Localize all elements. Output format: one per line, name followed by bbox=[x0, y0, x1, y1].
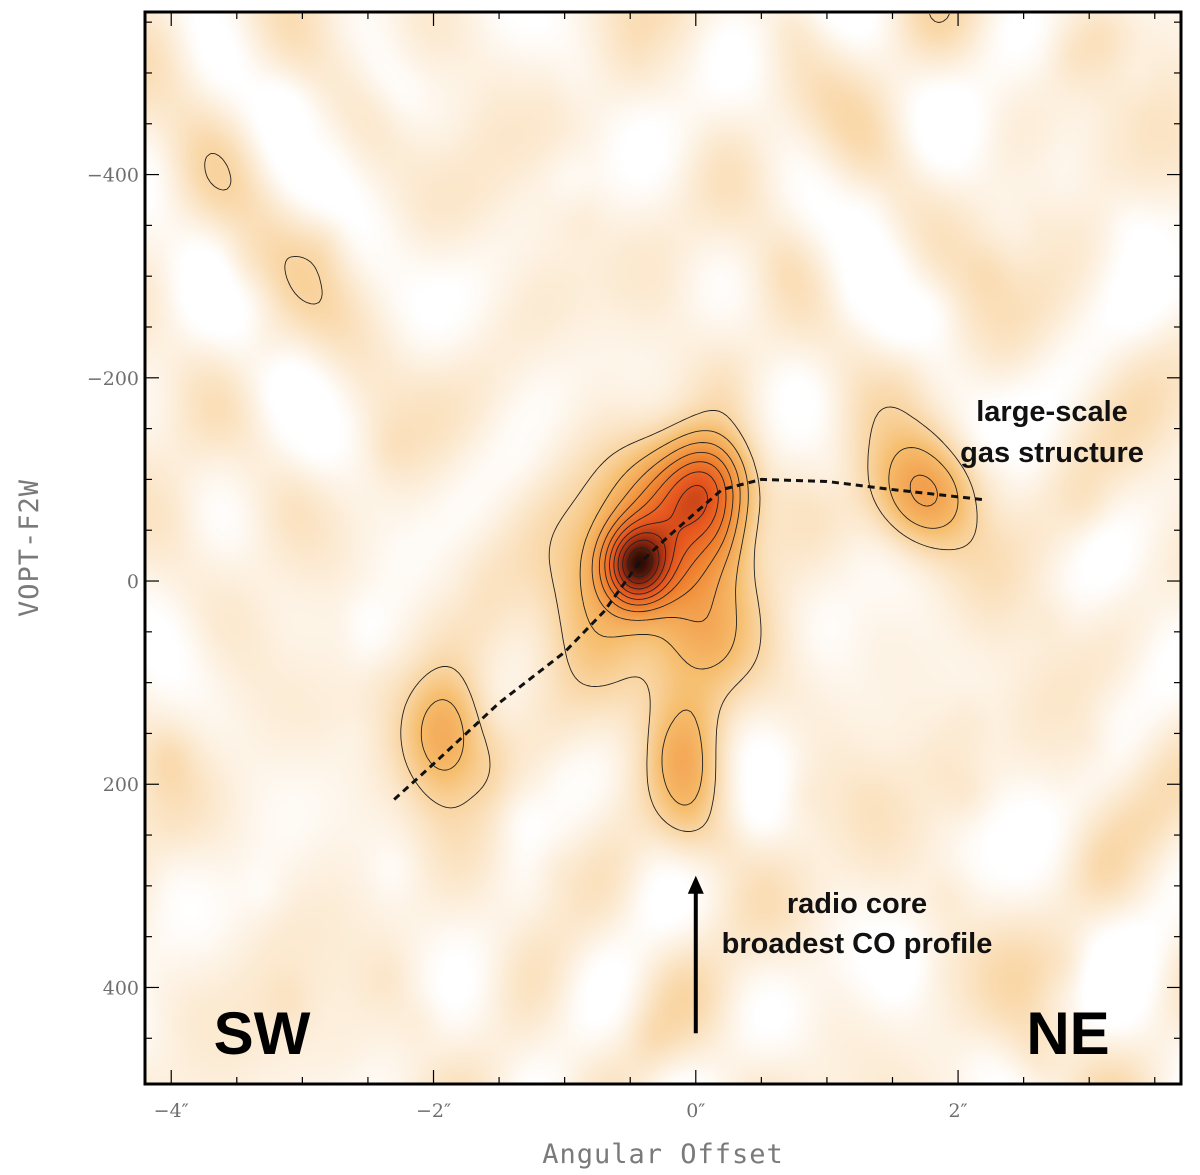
y-tick-label: 200 bbox=[103, 774, 139, 796]
radio-core-arrow-head bbox=[687, 875, 704, 894]
x-axis-title: Angular Offset bbox=[542, 1139, 784, 1170]
overlay-layer bbox=[393, 477, 985, 1034]
corner-label-sw: SW bbox=[214, 1000, 311, 1067]
x-tick-label: 0″ bbox=[686, 1100, 705, 1122]
corner-label-ne: NE bbox=[1026, 1000, 1109, 1067]
plot-frame bbox=[143, 10, 1183, 1086]
annotation-gas-structure-line1: large-scale bbox=[976, 396, 1128, 428]
annotation-gas-structure-line2: gas structure bbox=[960, 437, 1144, 469]
y-tick-label: 0 bbox=[127, 571, 139, 593]
x-tick-label: 2″ bbox=[948, 1100, 967, 1122]
y-tick-label: 400 bbox=[103, 977, 139, 999]
gas-structure-dashed-line bbox=[393, 477, 985, 801]
y-axis-title: VOPT-F2W bbox=[14, 479, 45, 617]
contour-lines bbox=[204, 13, 978, 832]
y-tick-label: −200 bbox=[87, 368, 139, 390]
emission-heatmap bbox=[145, 12, 1181, 1084]
axis-ticks: −4″ −2″ 0″ 2″ −400 −200 0 200 400 bbox=[87, 12, 1181, 1122]
x-tick-label: −2″ bbox=[416, 1100, 451, 1122]
y-tick-label: −400 bbox=[87, 165, 139, 187]
annotation-radio-core-line2: broadest CO profile bbox=[722, 928, 993, 960]
annotation-radio-core-line1: radio core bbox=[787, 888, 927, 920]
x-tick-label: −4″ bbox=[154, 1100, 189, 1122]
